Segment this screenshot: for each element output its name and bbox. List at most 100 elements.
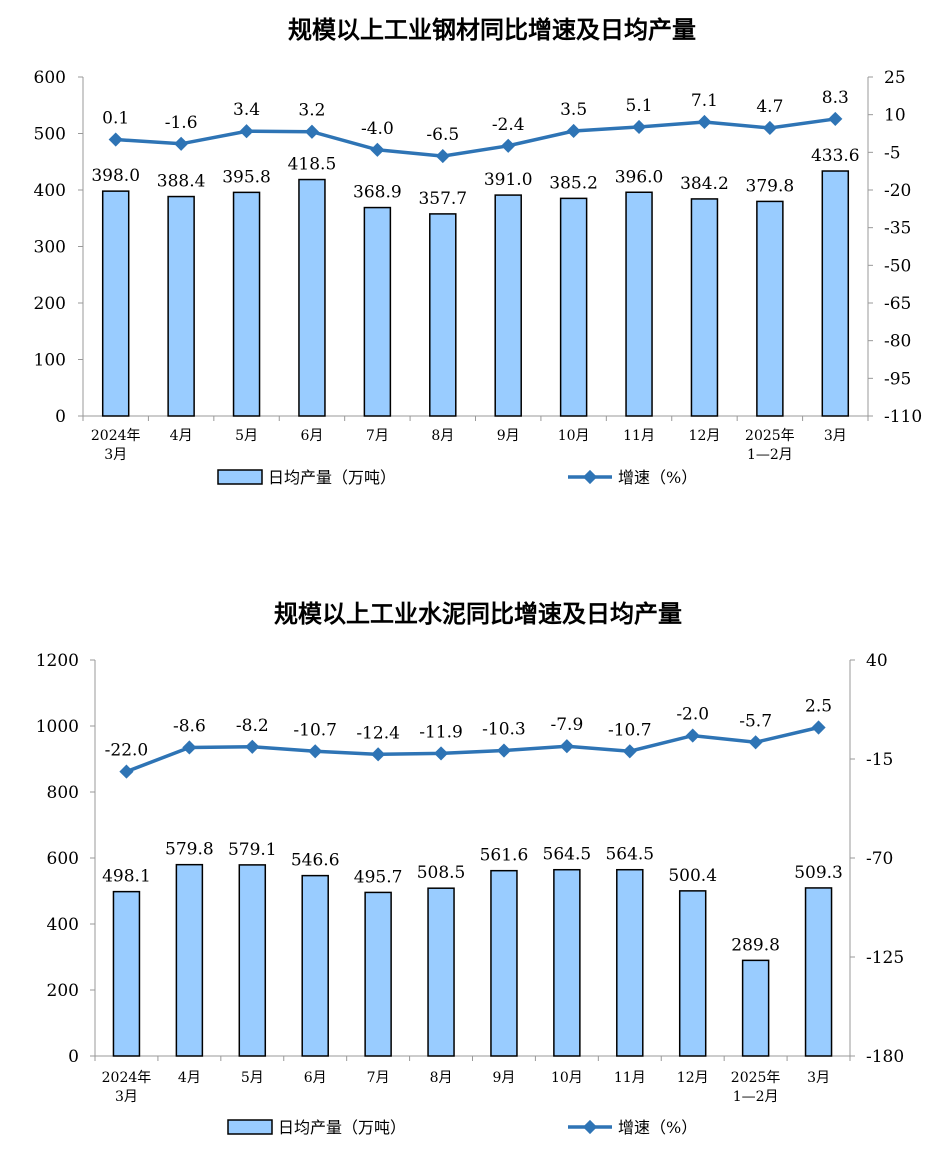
x-tick-label: 6月	[300, 428, 323, 444]
line-data-label: -11.9	[419, 722, 463, 742]
line-point	[174, 136, 189, 151]
x-tick-label: 10月	[551, 1070, 583, 1086]
x-tick-label: 3月	[824, 428, 847, 444]
bar-data-label: 498.1	[102, 867, 151, 887]
line-data-label: -2.4	[492, 115, 525, 135]
bar	[616, 868, 644, 1057]
right-tick-label: -125	[866, 948, 904, 968]
x-tick-label: 3月	[104, 447, 127, 463]
bar-data-label: 396.0	[615, 167, 664, 187]
bar	[490, 869, 518, 1057]
line-point	[119, 764, 134, 779]
steel-chart-svg: 规模以上工业钢材同比增速及日均产量 0 100 200 300 400 500 600 -11…	[34, 16, 923, 487]
x-tick-label: 12月	[689, 428, 721, 444]
line-point	[245, 739, 260, 754]
right-tick-label: -35	[884, 219, 911, 239]
line-data-label: 8.3	[822, 88, 849, 108]
line-data-label: 3.4	[233, 100, 260, 120]
line-point	[631, 119, 647, 135]
left-tick-label: 600	[47, 849, 79, 869]
x-tick-label: 8月	[431, 428, 454, 444]
line-data-label: 5.1	[626, 96, 653, 116]
x-tick-label: 1—2月	[747, 447, 793, 463]
bar-data-label: 546.6	[291, 851, 340, 871]
cement-chart: 规模以上工业水泥同比增速及日均产量 0 200 400 600 800 1000 1200 -…	[0, 580, 943, 1150]
line-data-label: -8.2	[236, 716, 269, 736]
x-tick-label: 8月	[430, 1070, 453, 1086]
right-tick-label: -65	[884, 294, 911, 314]
line-data-label: -2.0	[676, 705, 709, 725]
left-tick-label: 1000	[36, 717, 79, 737]
right-tick-label: -180	[866, 1047, 904, 1067]
line-data-label: -8.6	[173, 716, 206, 736]
right-tick-label: -15	[866, 750, 893, 770]
bar-data-label: 509.3	[794, 863, 843, 883]
line-data-label: -10.7	[608, 720, 652, 740]
legend-line-marker	[582, 1119, 598, 1135]
bar	[678, 890, 707, 1057]
bar	[232, 191, 261, 417]
line-data-label: -5.7	[739, 711, 772, 731]
plot-area: 0 200 400 600 800 1000 1200 -180 -125 -70 -15 40 202…	[36, 651, 904, 1137]
bar-data-label: 500.4	[668, 866, 717, 886]
bar-data-label: 368.9	[353, 183, 402, 203]
bar-data-label: 579.1	[228, 840, 277, 860]
line-data-label: 0.1	[102, 109, 129, 129]
line-data-label: -6.5	[426, 125, 459, 145]
x-tick-label: 5月	[235, 428, 258, 444]
right-tick-label: -80	[884, 332, 911, 352]
line-point	[748, 735, 763, 750]
line-point	[501, 138, 516, 153]
line-point	[435, 149, 450, 164]
right-tick-label: -70	[866, 849, 893, 869]
right-tick-label: -110	[884, 407, 922, 427]
x-tick-label: 11月	[614, 1070, 646, 1086]
x-tick-label: 4月	[170, 428, 193, 444]
line-data-label: 7.1	[691, 91, 718, 111]
x-tick-label: 2024年	[102, 1070, 152, 1086]
line-data-label: -12.4	[356, 723, 400, 743]
left-tick-label: 800	[47, 783, 79, 803]
bar	[756, 200, 784, 417]
line-point	[622, 744, 637, 759]
line-data-label: 3.5	[560, 100, 587, 120]
line-data-label: -1.6	[165, 113, 198, 133]
bar	[559, 197, 588, 417]
plot-area: 0 100 200 300 400 500 600 -110 -95 -80 -65 -50 -35 -2…	[34, 68, 923, 487]
right-tick-label: 40	[866, 651, 888, 671]
bar	[553, 868, 581, 1057]
bar	[494, 194, 522, 417]
bar	[101, 190, 130, 417]
left-tick-label: 1200	[36, 651, 79, 671]
left-tick-label: 400	[34, 181, 66, 201]
line-data-label: 4.7	[756, 97, 783, 117]
x-tick-label: 2025年	[745, 428, 795, 444]
line-data-label: -10.3	[482, 720, 526, 740]
legend-bar-swatch	[227, 1119, 273, 1135]
bar	[427, 887, 455, 1057]
x-tick-label: 5月	[241, 1070, 264, 1086]
line-data-label: -4.0	[361, 119, 394, 139]
right-tick-label: -5	[884, 143, 901, 163]
bar-data-label: 579.8	[165, 840, 214, 860]
x-tick-label: 7月	[367, 1070, 390, 1086]
line-data-label: -22.0	[105, 741, 149, 761]
right-tick-label: 10	[884, 106, 906, 126]
bar	[364, 891, 392, 1057]
steel-chart: 规模以上工业钢材同比增速及日均产量 0 100 200 300 400 500 600 -11…	[0, 0, 943, 560]
legend-bar-label: 日均产量（万吨）	[268, 468, 396, 487]
left-tick-label: 0	[55, 407, 66, 427]
line-data-label: -7.9	[550, 715, 583, 735]
bar	[175, 863, 204, 1057]
bar	[363, 206, 392, 417]
x-tick-label: 7月	[366, 428, 389, 444]
x-tick-label: 2024年	[91, 428, 141, 444]
x-tick-label: 4月	[178, 1070, 201, 1086]
x-tick-label: 3月	[115, 1089, 138, 1105]
bar-data-label: 379.8	[746, 176, 795, 196]
left-tick-label: 100	[34, 351, 66, 371]
right-tick-label: -95	[884, 369, 911, 389]
right-tick-label: -20	[884, 181, 911, 201]
left-tick-label: 400	[47, 915, 79, 935]
bar	[625, 191, 653, 417]
